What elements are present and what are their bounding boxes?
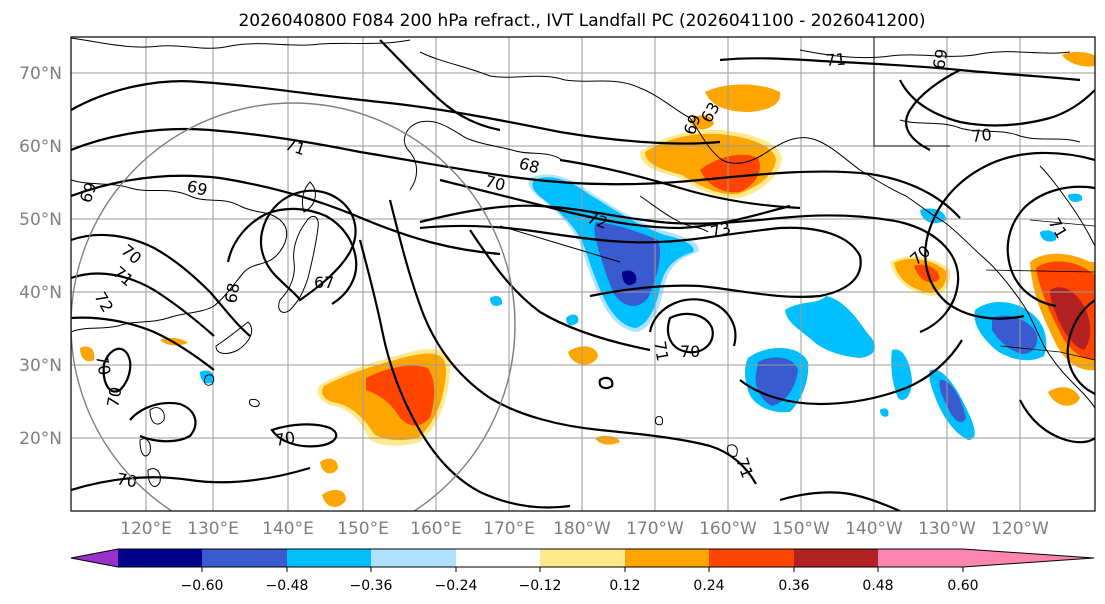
- latitude-label: 50°N: [19, 210, 62, 230]
- positive-anomaly-region: [1048, 387, 1080, 406]
- contour-label: 71: [650, 339, 672, 362]
- longitude-label: 150°E: [337, 519, 389, 539]
- colorbar-tick-label: −0.24: [435, 578, 478, 594]
- longitude-label: 150°W: [772, 519, 830, 539]
- colorbar-segment: [709, 549, 794, 567]
- longitude-label: 130°E: [187, 519, 239, 539]
- latitude-label: 30°N: [19, 356, 62, 376]
- colorbar-segment: [202, 549, 287, 567]
- contour-label: 70: [680, 342, 700, 361]
- positive-anomaly-region: [1050, 287, 1091, 350]
- colorbar-tick-label: −0.48: [266, 578, 309, 594]
- latitude-axis: 70°N 60°N 50°N 40°N 30°N 20°N: [19, 64, 62, 449]
- negative-anomaly-region: [785, 296, 875, 358]
- colorbar-segment: [118, 549, 202, 567]
- colorbar-segment: [287, 549, 371, 567]
- longitude-label: 120°W: [991, 519, 1049, 539]
- contour-label: 73: [708, 219, 732, 242]
- longitude-label: 170°E: [483, 519, 535, 539]
- colorbar-segment: [456, 549, 540, 567]
- positive-anomaly-region: [366, 365, 435, 426]
- negative-anomaly-region: [992, 315, 1038, 354]
- colorbar-ticks: [201, 567, 964, 572]
- colorbar-segment: [540, 549, 625, 567]
- longitude-label: 180°W: [553, 519, 611, 539]
- colorbar-tick-label: −0.36: [350, 578, 393, 594]
- positive-anomaly-region: [322, 489, 346, 507]
- map-title: 2026040800 F084 200 hPa refract., IVT La…: [238, 11, 925, 31]
- negative-anomaly-region: [566, 314, 579, 326]
- political-borders: [985, 219, 1095, 361]
- contour-label: 68: [221, 281, 243, 304]
- contour-label: 70: [92, 353, 114, 376]
- longitude-label: 130°W: [918, 519, 976, 539]
- negative-anomaly-region: [1040, 230, 1057, 242]
- colorbar-tick-label: 0.60: [947, 578, 978, 594]
- negative-anomaly-region: [622, 270, 637, 286]
- positive-anomaly-region: [700, 154, 760, 193]
- colorbar-tick-label: −0.12: [519, 578, 562, 594]
- longitude-label: 140°W: [845, 519, 903, 539]
- colorbar-tick-label: 0.12: [609, 578, 640, 594]
- contour-label: 69: [185, 176, 209, 199]
- colorbar-segment: [963, 549, 1094, 567]
- colorbar-tick-label: 0.48: [862, 578, 893, 594]
- positive-anomaly-region: [705, 84, 781, 112]
- positive-anomaly-region: [690, 115, 714, 130]
- map-panel: 71 69 69 70 71 72 68 67 68 70 72 73 69 6…: [70, 36, 1096, 512]
- latitude-label: 40°N: [19, 283, 62, 303]
- longitude-axis: 120°E 130°E 140°E 150°E 160°E 170°E 180°…: [120, 519, 1049, 539]
- map-frame: [70, 36, 1096, 512]
- contour-label: 67: [314, 273, 334, 292]
- colorbar-tick-label: 0.24: [693, 578, 724, 594]
- positive-anomaly-region: [568, 346, 598, 365]
- colorbar-segment: [794, 549, 878, 567]
- colorbar-outline: [70, 548, 1095, 568]
- negative-anomaly-region: [490, 296, 503, 306]
- contour-label: 69: [929, 47, 951, 70]
- positive-anomaly-region: [1062, 52, 1095, 67]
- contour-label: 70: [483, 171, 507, 194]
- longitude-label: 120°E: [120, 519, 172, 539]
- contour-label: 70: [103, 385, 125, 408]
- negative-anomaly-region: [880, 408, 889, 417]
- colorbar-segment: [71, 549, 118, 567]
- positive-anomaly-region: [80, 346, 95, 362]
- colorbar-tick-label: 0.36: [778, 578, 809, 594]
- negative-anomaly-region: [200, 370, 215, 384]
- contour-label: 70: [970, 125, 992, 146]
- positive-anomaly-region: [320, 458, 338, 474]
- negative-anomaly-region: [939, 379, 966, 423]
- refractivity-contours: [71, 39, 1095, 511]
- latitude-label: 60°N: [19, 137, 62, 157]
- colorbar-segment: [625, 549, 709, 567]
- contour-label: 71: [825, 50, 847, 70]
- shaded-fields: [80, 52, 1095, 507]
- longitude-label: 160°W: [699, 519, 757, 539]
- colorbar: −0.60 −0.48 −0.36 −0.24 −0.12 0.12 0.24 …: [70, 548, 1095, 594]
- colorbar-segment: [878, 549, 963, 567]
- latitude-label: 70°N: [19, 64, 62, 84]
- contour-label: 70: [273, 428, 296, 450]
- colorbar-tick-label: −0.60: [181, 578, 224, 594]
- contour-label: 70: [115, 469, 138, 491]
- reference-circle: [71, 102, 516, 511]
- latitude-label: 20°N: [19, 429, 62, 449]
- contour-label: 68: [517, 154, 542, 178]
- longitude-label: 140°E: [262, 519, 314, 539]
- coastlines: [71, 37, 1095, 487]
- negative-anomaly-region: [1068, 193, 1083, 203]
- longitude-label: 170°W: [626, 519, 684, 539]
- longitude-label: 160°E: [410, 519, 462, 539]
- colorbar-segment: [371, 549, 456, 567]
